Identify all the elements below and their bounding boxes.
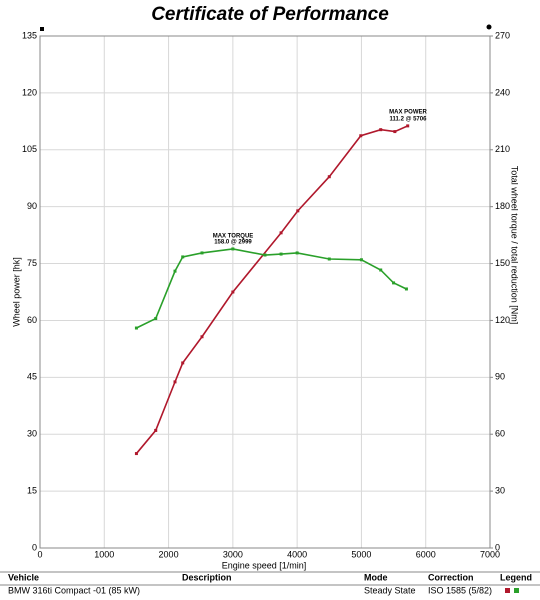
footer-header: Description [182, 572, 232, 582]
footer-header: Mode [364, 572, 388, 582]
y2-tick-label: 120 [495, 315, 510, 325]
x-tick-label: 4000 [287, 549, 307, 559]
point [154, 317, 158, 321]
point [263, 253, 267, 257]
point [392, 281, 396, 285]
y-tick-label: 0 [32, 542, 37, 552]
x-tick-label: 7000 [480, 549, 500, 559]
y-axis-title: Wheel power [hk] [11, 257, 21, 327]
point [359, 258, 363, 262]
point [173, 380, 177, 384]
y-tick-label: 45 [27, 372, 37, 382]
y-tick-label: 135 [22, 30, 37, 40]
y2-tick-label: 60 [495, 429, 505, 439]
point [279, 252, 283, 256]
point [200, 335, 204, 339]
x-tick-label: 6000 [416, 549, 436, 559]
y-tick-label: 90 [27, 201, 37, 211]
point [404, 287, 408, 291]
corner-mark [40, 27, 44, 31]
y2-tick-label: 240 [495, 87, 510, 97]
point [181, 255, 185, 259]
point [200, 251, 204, 255]
y-tick-label: 15 [27, 485, 37, 495]
x-tick-label: 1000 [94, 549, 114, 559]
y2-tick-label: 270 [495, 30, 510, 40]
y-tick-label: 75 [27, 258, 37, 268]
y2-tick-label: 180 [495, 201, 510, 211]
point [279, 231, 283, 235]
annotation: 111.2 @ 5706 [390, 117, 428, 123]
y-tick-label: 120 [22, 87, 37, 97]
annotation: 158.0 @ 2999 [214, 240, 252, 246]
y-tick-label: 30 [27, 429, 37, 439]
footer-cell: BMW 316ti Compact -01 (85 kW) [8, 585, 140, 595]
point [406, 124, 410, 128]
plot-border [39, 35, 491, 549]
y2-tick-label: 150 [495, 258, 510, 268]
y-tick-label: 105 [22, 144, 37, 154]
x-tick-label: 0 [37, 549, 42, 559]
point [173, 269, 177, 273]
x-tick-label: 5000 [351, 549, 371, 559]
point [379, 128, 383, 132]
y-tick-label: 60 [27, 315, 37, 325]
legend-swatch [505, 588, 510, 593]
point [359, 134, 363, 138]
legend-swatch [514, 588, 519, 593]
point [181, 361, 185, 365]
y2-tick-label: 0 [495, 542, 500, 552]
corner-mark [486, 24, 492, 30]
point [327, 175, 331, 179]
point [296, 209, 300, 213]
point [154, 428, 158, 432]
point [327, 257, 331, 261]
point [393, 130, 397, 134]
y2-tick-label: 210 [495, 144, 510, 154]
footer-cell: Steady State [364, 585, 416, 595]
footer-cell: ISO 1585 (5/82) [428, 585, 492, 595]
x-tick-label: 3000 [223, 549, 243, 559]
footer-header: Legend [500, 572, 532, 582]
point [295, 251, 299, 255]
point [134, 452, 138, 456]
point [379, 268, 383, 272]
point [134, 326, 138, 330]
x-axis-title: Engine speed [1/min] [222, 560, 307, 570]
y2-tick-label: 90 [495, 372, 505, 382]
y2-tick-label: 30 [495, 485, 505, 495]
point [231, 247, 235, 251]
point [231, 290, 235, 294]
x-tick-label: 2000 [159, 549, 179, 559]
annotation: MAX TORQUE [213, 234, 254, 240]
footer-header: Correction [428, 572, 474, 582]
chart-title: Certificate of Performance [151, 4, 389, 25]
series-line [136, 248, 407, 329]
footer-header: Vehicle [8, 572, 39, 582]
annotation: MAX POWER [389, 110, 427, 116]
y2-axis-title: Total wheel torque / total reduction [Nm… [510, 166, 520, 325]
